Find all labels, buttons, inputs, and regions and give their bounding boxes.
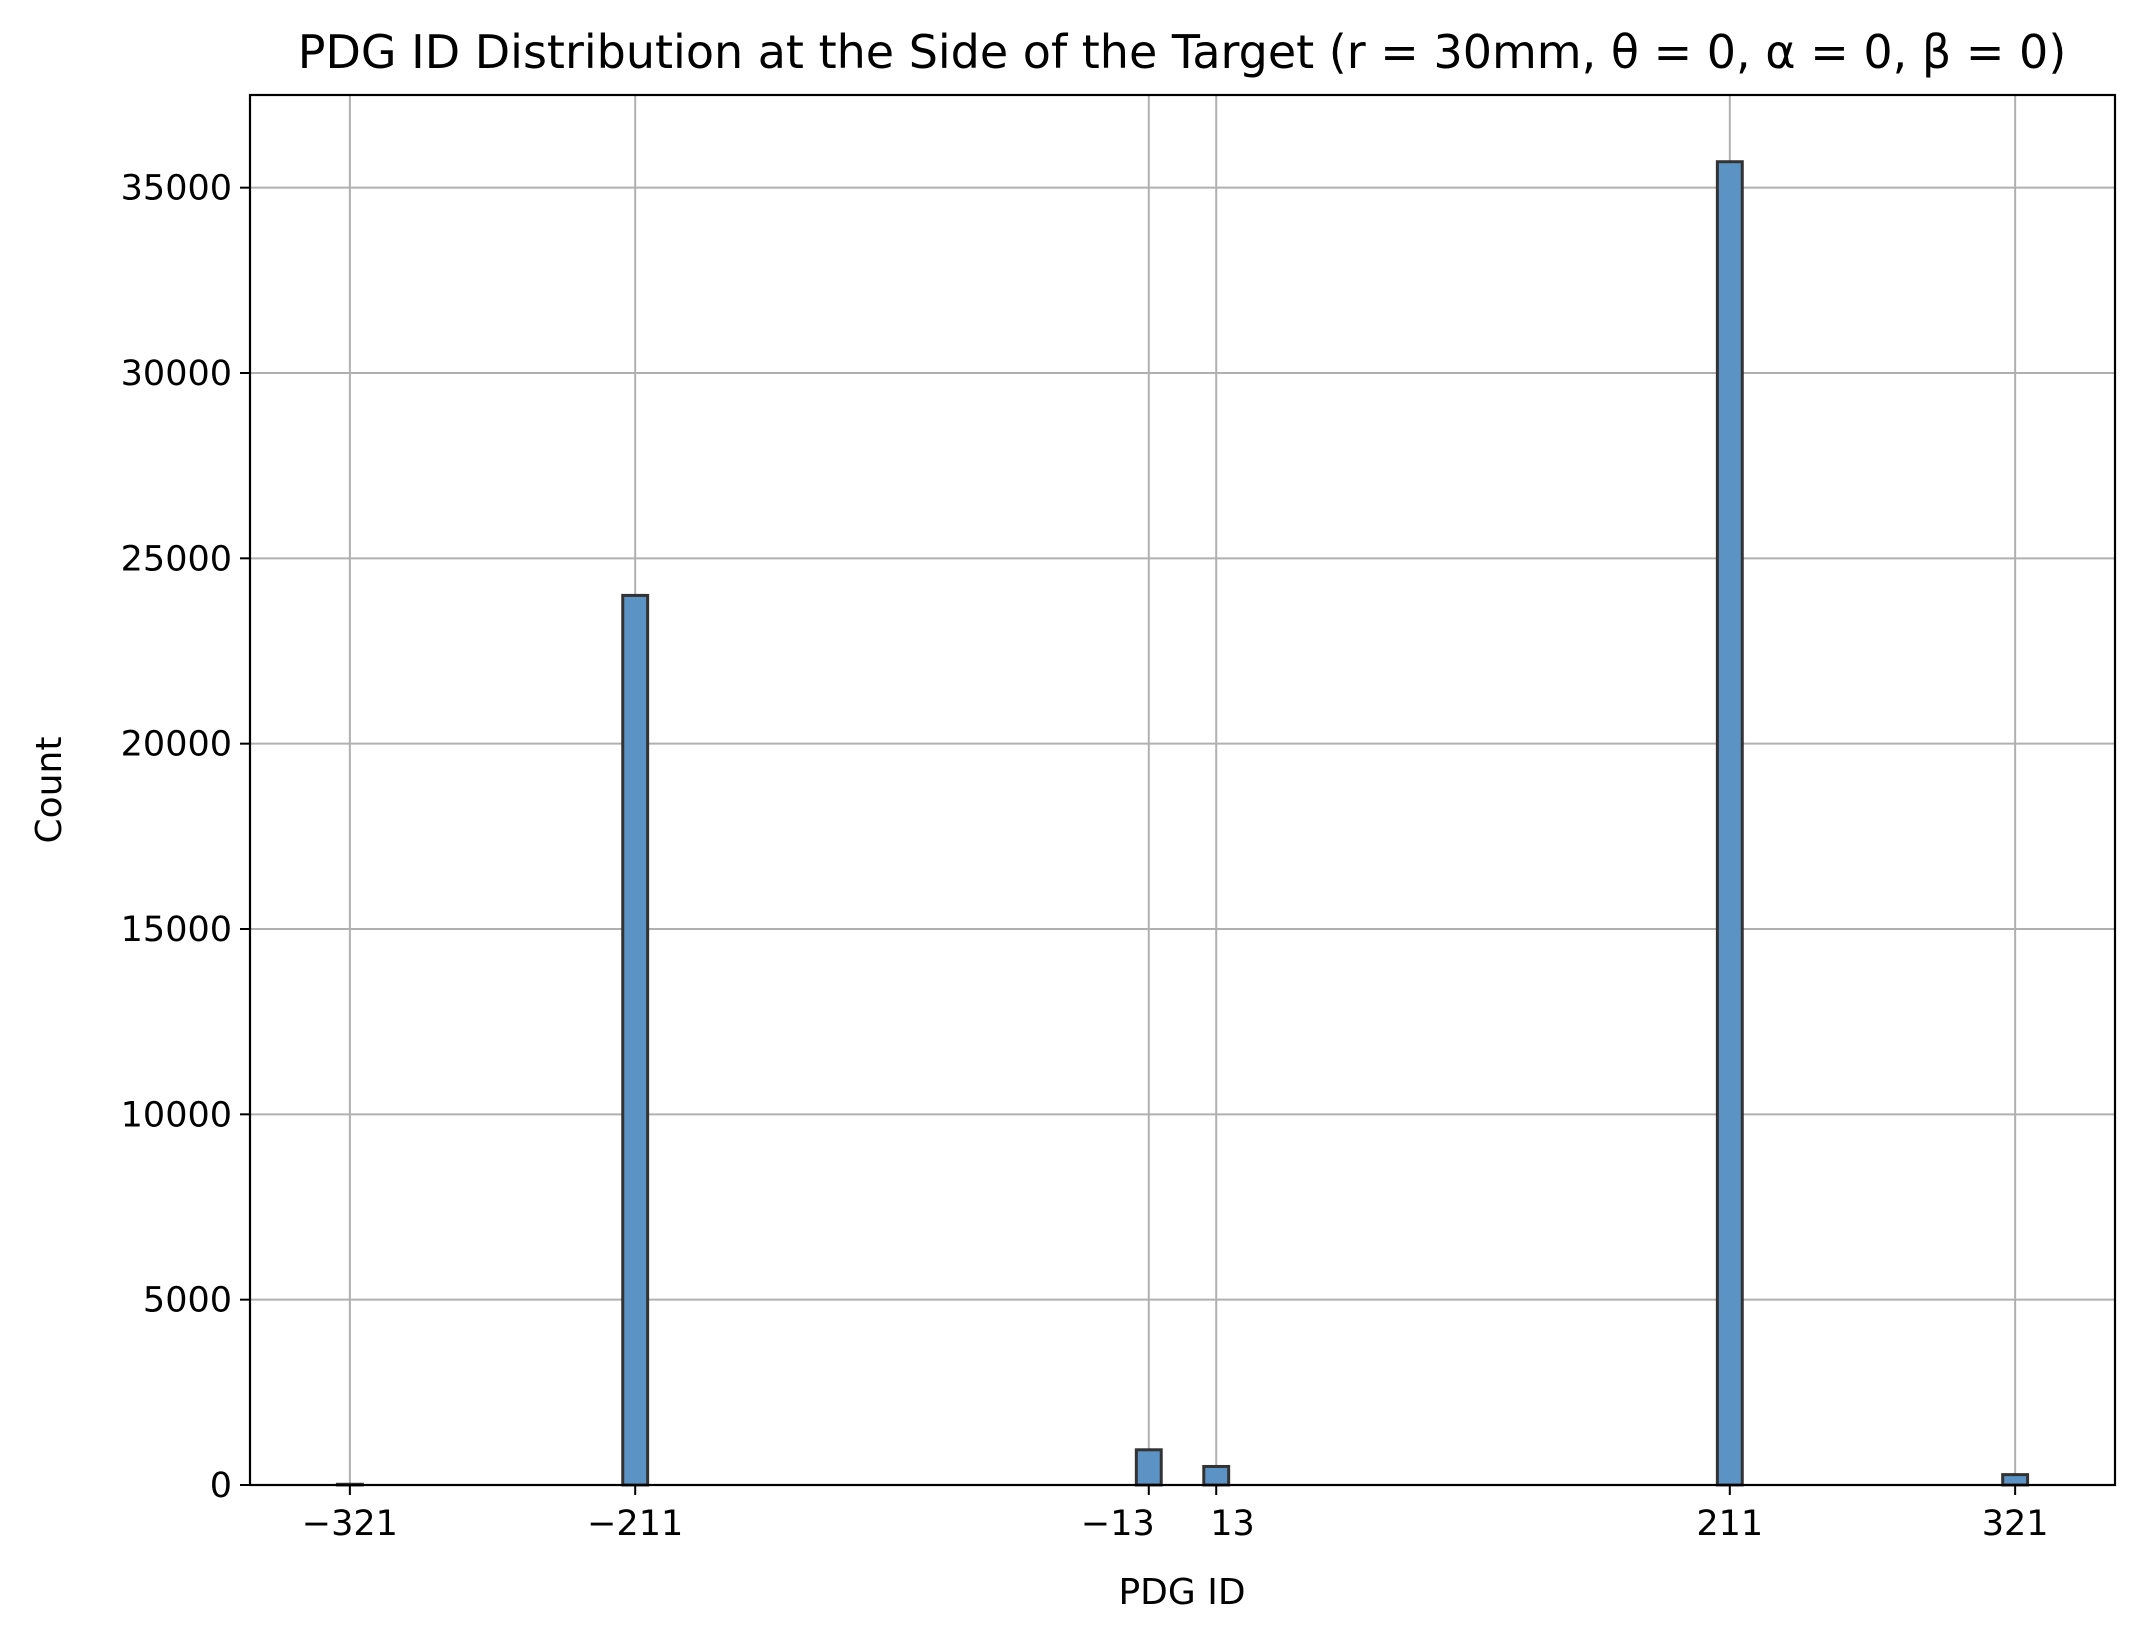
x-tick-label: 211 [1696,1504,1763,1544]
x-tick-label: −211 [587,1504,683,1544]
y-tick-label: 30000 [121,354,232,394]
y-gridlines [250,186,2115,1486]
x-axis-label: PDG ID [1118,1572,1245,1613]
bar [1134,1448,1163,1487]
x-gridlines [348,95,2017,1485]
plot-frame [248,93,2117,1487]
x-tick-label: −321 [302,1504,398,1544]
y-tick-label: 10000 [121,1095,232,1135]
x-axis-ticks: −321 −211 −13 13 211 321 [302,1485,2049,1544]
bars [335,160,2030,1487]
y-tick-label: 15000 [121,910,232,950]
y-tick-label: 25000 [121,539,232,579]
x-tick-label: 13 [1210,1504,1255,1544]
bar [1715,160,1744,1487]
y-axis-label: Count [29,737,70,844]
bar [621,593,650,1487]
y-tick-label: 0 [210,1466,232,1506]
chart-title: PDG ID Distribution at the Side of the T… [298,25,2067,79]
bar [2001,1473,2030,1487]
bar [1202,1464,1231,1487]
y-tick-label: 20000 [121,725,232,765]
y-axis-ticks: 0 5000 10000 15000 20000 25000 30000 35000 [121,169,250,1506]
x-tick-label: −13 [1081,1504,1155,1544]
x-tick-label: 321 [1982,1504,2049,1544]
y-tick-label: 35000 [121,169,232,209]
y-tick-label: 5000 [143,1281,232,1321]
